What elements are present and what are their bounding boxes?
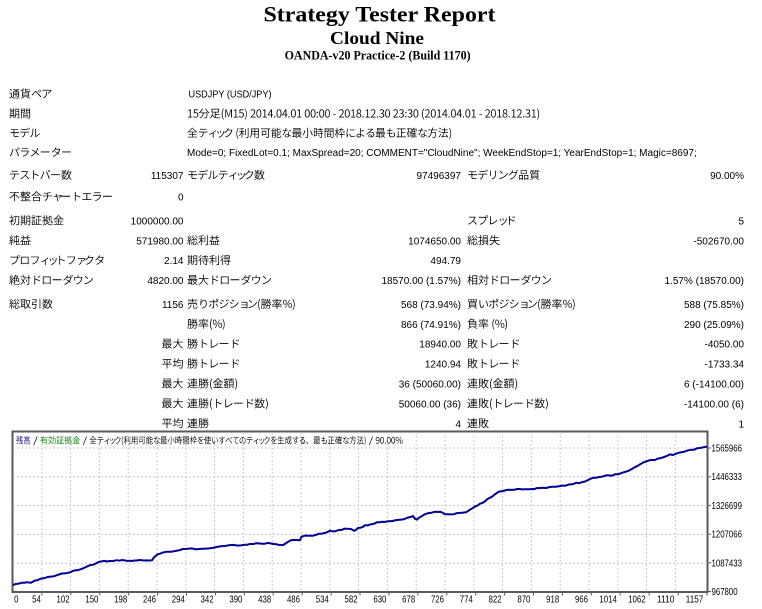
svg-text:967800: 967800 (712, 586, 738, 598)
svg-text:246: 246 (143, 594, 156, 606)
svg-text:866 (74.91%): 866 (74.91%) (401, 320, 461, 331)
svg-text:-14100.00 (6): -14100.00 (6) (684, 399, 744, 410)
svg-text:2.14: 2.14 (164, 256, 184, 267)
svg-text:150: 150 (85, 594, 98, 606)
svg-text:774: 774 (460, 594, 473, 606)
svg-text:822: 822 (489, 594, 502, 606)
svg-text:1156: 1156 (162, 300, 184, 311)
svg-text:588 (75.85%): 588 (75.85%) (684, 300, 744, 311)
svg-text:-4050.00: -4050.00 (705, 340, 745, 351)
svg-text:1565966: 1565966 (712, 443, 743, 455)
svg-text:4: 4 (455, 419, 461, 430)
svg-text:726: 726 (431, 594, 444, 606)
svg-text:-502670.00: -502670.00 (693, 236, 744, 247)
svg-text:438: 438 (258, 594, 271, 606)
svg-text:966: 966 (575, 594, 588, 606)
svg-text:198: 198 (114, 594, 127, 606)
svg-text:0: 0 (14, 594, 18, 606)
svg-text:USDJPY (USD/JPY): USDJPY (USD/JPY) (189, 90, 272, 101)
svg-text:1207066: 1207066 (712, 529, 743, 541)
svg-text:918: 918 (546, 594, 559, 606)
svg-text:571980.00: 571980.00 (136, 236, 184, 247)
svg-text:0: 0 (178, 193, 184, 204)
svg-text:870: 870 (517, 594, 530, 606)
svg-text:-1733.34: -1733.34 (705, 360, 745, 371)
svg-text:486: 486 (287, 594, 300, 606)
svg-text:115307: 115307 (151, 171, 184, 182)
svg-text:Strategy Tester Report: Strategy Tester Report (264, 2, 497, 27)
svg-text:OANDA-v20 Practice-2 (Build 11: OANDA-v20 Practice-2 (Build 1170) (285, 49, 471, 63)
svg-text:568 (73.94%): 568 (73.94%) (401, 300, 461, 311)
svg-text:494.79: 494.79 (430, 256, 461, 267)
svg-text:4820.00: 4820.00 (147, 276, 184, 287)
svg-text:290 (25.09%): 290 (25.09%) (684, 320, 744, 331)
svg-text:1446333: 1446333 (712, 471, 743, 483)
svg-text:582: 582 (345, 594, 358, 606)
svg-text:18940.00: 18940.00 (419, 340, 461, 351)
svg-text:678: 678 (402, 594, 415, 606)
svg-text:1110: 1110 (657, 594, 675, 606)
svg-text:Mode=0; FixedLot=0.1; MaxSprea: Mode=0; FixedLot=0.1; MaxSpread=20; COMM… (187, 148, 697, 159)
svg-text:1000000.00: 1000000.00 (131, 216, 184, 227)
svg-text:1.57% (18570.00): 1.57% (18570.00) (664, 276, 744, 287)
svg-text:1326699: 1326699 (712, 500, 743, 512)
svg-text:1087433: 1087433 (712, 557, 743, 569)
svg-text:97496397: 97496397 (417, 171, 462, 182)
svg-text:1062: 1062 (628, 594, 646, 606)
svg-text:294: 294 (172, 594, 185, 606)
svg-text:342: 342 (201, 594, 214, 606)
svg-text:90.00%: 90.00% (710, 171, 744, 182)
svg-text:630: 630 (373, 594, 386, 606)
svg-text:534: 534 (316, 594, 329, 606)
svg-text:54: 54 (32, 594, 41, 606)
svg-text:1240.94: 1240.94 (425, 360, 462, 371)
svg-text:50060.00 (36): 50060.00 (36) (399, 399, 461, 410)
svg-text:18570.00 (1.57%): 18570.00 (1.57%) (381, 276, 461, 287)
svg-text:Cloud Nine: Cloud Nine (330, 28, 424, 48)
svg-text:1014: 1014 (599, 594, 617, 606)
svg-text:1157: 1157 (686, 594, 704, 606)
svg-text:1074650.00: 1074650.00 (408, 236, 461, 247)
svg-text:36 (50060.00): 36 (50060.00) (399, 380, 461, 391)
svg-text:1: 1 (738, 419, 744, 430)
svg-text:5: 5 (738, 216, 744, 227)
svg-text:102: 102 (57, 594, 70, 606)
svg-text:390: 390 (229, 594, 242, 606)
svg-text:6 (-14100.00): 6 (-14100.00) (684, 380, 744, 391)
